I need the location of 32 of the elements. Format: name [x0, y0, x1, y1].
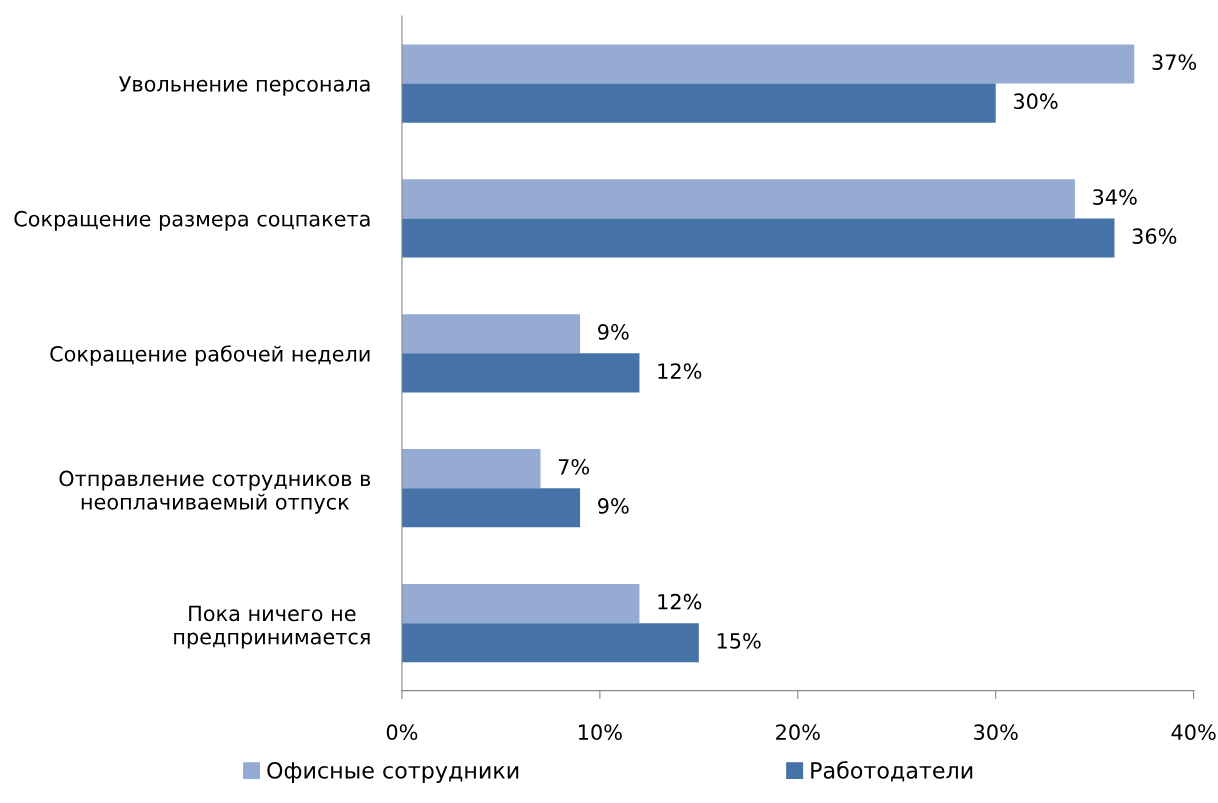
legend-label: Работодатели: [811, 761, 973, 782]
data-label: 37%: [1152, 54, 1197, 70]
data-label: 15%: [717, 632, 761, 649]
bar: [401, 83, 996, 123]
data-label: 36%: [1132, 228, 1177, 245]
y-tick-label: Сокращение размера соцпакета: [14, 210, 370, 231]
y-tick-label: Пока ничего не предпринимается: [174, 605, 370, 649]
bar: [401, 218, 1115, 258]
data-label: 34%: [1093, 189, 1137, 205]
bar: [401, 179, 1075, 219]
bar: [401, 623, 699, 663]
data-label: 12%: [658, 363, 702, 379]
data-label: 12%: [658, 593, 702, 610]
x-tick-label: 30%: [974, 724, 1018, 741]
data-label: 7%: [558, 458, 590, 475]
bar: [401, 488, 581, 528]
bar: [401, 449, 541, 489]
bar: [401, 44, 1135, 84]
bar: [401, 353, 640, 393]
data-label: 30%: [1013, 93, 1058, 110]
data-label: 9%: [598, 498, 629, 514]
x-tick-label: 0%: [386, 724, 418, 741]
y-tick-label: Увольнение персонала: [119, 76, 370, 96]
data-label: 9%: [598, 324, 629, 340]
x-tick-label: 40%: [1171, 724, 1216, 741]
legend-label: Офисные сотрудники: [267, 761, 519, 783]
bar: [401, 584, 640, 624]
x-tick-label: 20%: [776, 724, 820, 741]
x-tick-label: 10%: [579, 724, 622, 741]
bar: [401, 314, 581, 354]
y-tick-label: Сокращение рабочей недели: [50, 345, 370, 366]
y-tick-label: Отправление сотрудников в неоплачиваемый отпуск: [59, 470, 371, 514]
